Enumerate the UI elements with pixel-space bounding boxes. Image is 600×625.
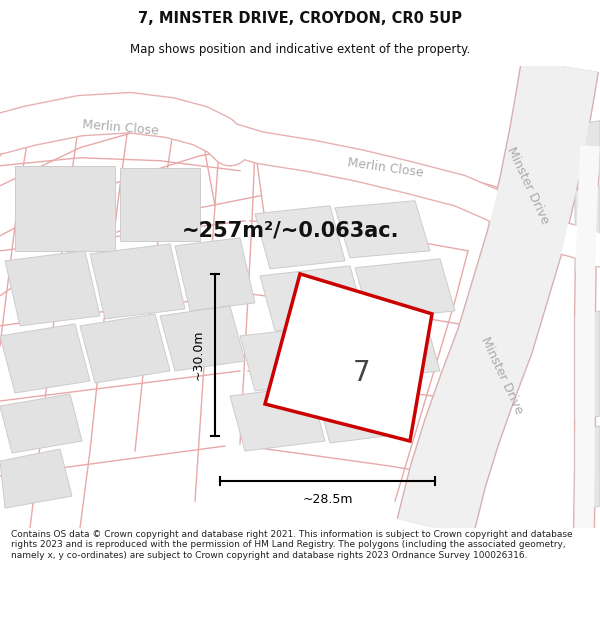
Polygon shape bbox=[120, 168, 200, 241]
Polygon shape bbox=[175, 238, 255, 311]
Polygon shape bbox=[0, 394, 82, 453]
Polygon shape bbox=[260, 266, 365, 331]
Polygon shape bbox=[575, 311, 600, 421]
Text: 7: 7 bbox=[353, 359, 371, 388]
Polygon shape bbox=[15, 166, 115, 251]
Text: Map shows position and indicative extent of the property.: Map shows position and indicative extent… bbox=[130, 42, 470, 56]
Text: ~28.5m: ~28.5m bbox=[302, 493, 353, 506]
Text: Contains OS data © Crown copyright and database right 2021. This information is : Contains OS data © Crown copyright and d… bbox=[11, 530, 572, 560]
Polygon shape bbox=[230, 386, 325, 451]
Polygon shape bbox=[315, 378, 410, 443]
Text: Merlin Close: Merlin Close bbox=[346, 156, 424, 179]
Text: Merlin Close: Merlin Close bbox=[81, 118, 159, 138]
Polygon shape bbox=[355, 259, 455, 320]
Polygon shape bbox=[575, 426, 600, 511]
Polygon shape bbox=[240, 326, 345, 391]
Polygon shape bbox=[570, 121, 600, 181]
Text: 7, MINSTER DRIVE, CROYDON, CR0 5UP: 7, MINSTER DRIVE, CROYDON, CR0 5UP bbox=[138, 11, 462, 26]
Polygon shape bbox=[5, 251, 100, 326]
Polygon shape bbox=[335, 318, 440, 381]
Polygon shape bbox=[0, 324, 90, 393]
Polygon shape bbox=[255, 206, 345, 269]
Polygon shape bbox=[160, 306, 245, 371]
Polygon shape bbox=[80, 314, 170, 383]
Polygon shape bbox=[265, 274, 432, 441]
Text: ~257m²/~0.063ac.: ~257m²/~0.063ac. bbox=[181, 221, 399, 241]
Text: ~30.0m: ~30.0m bbox=[192, 330, 205, 380]
Text: Minster Drive: Minster Drive bbox=[505, 145, 551, 226]
Text: Minster Drive: Minster Drive bbox=[478, 335, 526, 417]
Polygon shape bbox=[0, 449, 72, 508]
Polygon shape bbox=[90, 244, 185, 319]
Polygon shape bbox=[335, 201, 430, 258]
Polygon shape bbox=[575, 186, 600, 271]
